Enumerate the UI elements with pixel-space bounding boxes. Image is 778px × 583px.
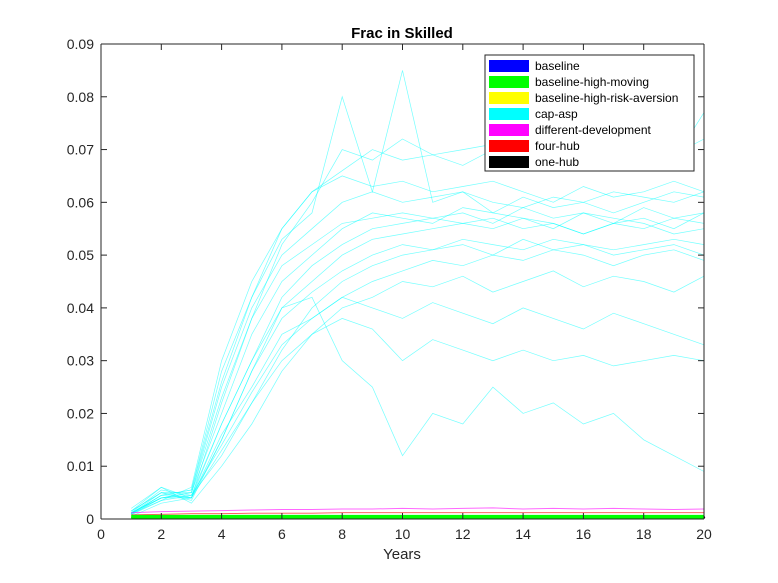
legend-label-baseline: baseline (535, 59, 580, 73)
x-axis-label: Years (383, 546, 421, 563)
y-tick-label: 0.08 (67, 89, 94, 105)
y-tick-label: 0 (86, 511, 94, 527)
y-tick-label: 0.04 (67, 300, 94, 316)
chart-title: Frac in Skilled (351, 25, 453, 42)
legend-swatch-cap-asp (489, 108, 529, 120)
legend[interactable]: baseline baseline-high-moving baseline-hig… (484, 54, 695, 172)
series-line-cap-asp-run-10 (131, 70, 705, 514)
legend-swatch-one-hub (489, 156, 529, 168)
x-tick-label: 6 (278, 526, 286, 542)
y-tick-label: 0.02 (67, 405, 94, 421)
x-tick-label: 0 (97, 526, 105, 542)
x-tick-label: 16 (576, 526, 592, 542)
y-tick-label: 0.09 (67, 36, 94, 52)
legend-label-one-hub: one-hub (535, 155, 579, 169)
x-tick-label: 4 (218, 526, 226, 542)
legend-label-baseline-high-moving: baseline-high-moving (535, 75, 649, 89)
y-tick-label: 0.07 (67, 142, 94, 158)
y-tick-label: 0.06 (67, 194, 94, 210)
x-tick-label: 2 (157, 526, 165, 542)
series-line-cap-asp-run-13 (131, 296, 705, 516)
legend-swatch-baseline-high-moving (489, 76, 529, 88)
legend-swatch-different-development (489, 124, 529, 136)
series-line-different-development (131, 507, 705, 514)
legend-label-cap-asp: cap-asp (535, 107, 578, 121)
series-line-cap-asp-run-16 (131, 238, 705, 514)
x-tick-label: 12 (455, 526, 471, 542)
y-tick-label: 0.03 (67, 353, 94, 369)
series-line-four-hub (131, 512, 704, 516)
axes-layer: 0 2 4 6 8 10 12 14 16 18 20 0 0.01 0.02 0.03 0.04 0.05 0.… (67, 36, 712, 542)
series-line-cap-asp-run-7 (131, 207, 705, 515)
x-tick-label: 18 (636, 526, 652, 542)
series-line-cap-asp-run-3 (131, 191, 705, 516)
y-tick-label: 0.05 (67, 247, 94, 263)
legend-label-four-hub: four-hub (535, 139, 580, 153)
series-line-cap-asp-run-9 (131, 296, 705, 512)
legend-swatch-baseline (489, 60, 529, 72)
x-tick-label: 14 (515, 526, 531, 542)
series-line-cap-asp-run-6 (130, 270, 705, 509)
y-tick-label: 0.01 (67, 458, 94, 474)
legend-swatch-baseline-high-risk-aversion (489, 92, 529, 104)
series-line-cap-asp-run-11 (131, 249, 705, 514)
series-line-cap-asp-run-14 (130, 318, 705, 512)
legend-label-different-development: different-development (535, 123, 652, 137)
legend-swatch-four-hub (489, 140, 529, 152)
x-tick-label: 8 (338, 526, 346, 542)
x-tick-label: 10 (395, 526, 411, 542)
legend-label-baseline-high-risk-aversion: baseline-high-risk-aversion (535, 91, 678, 105)
series-line-cap-asp-run-4 (130, 238, 705, 513)
series-line-cap-asp-run-12 (130, 212, 705, 514)
x-tick-label: 20 (696, 526, 712, 542)
series-line-cap-asp-run-5 (131, 175, 705, 515)
